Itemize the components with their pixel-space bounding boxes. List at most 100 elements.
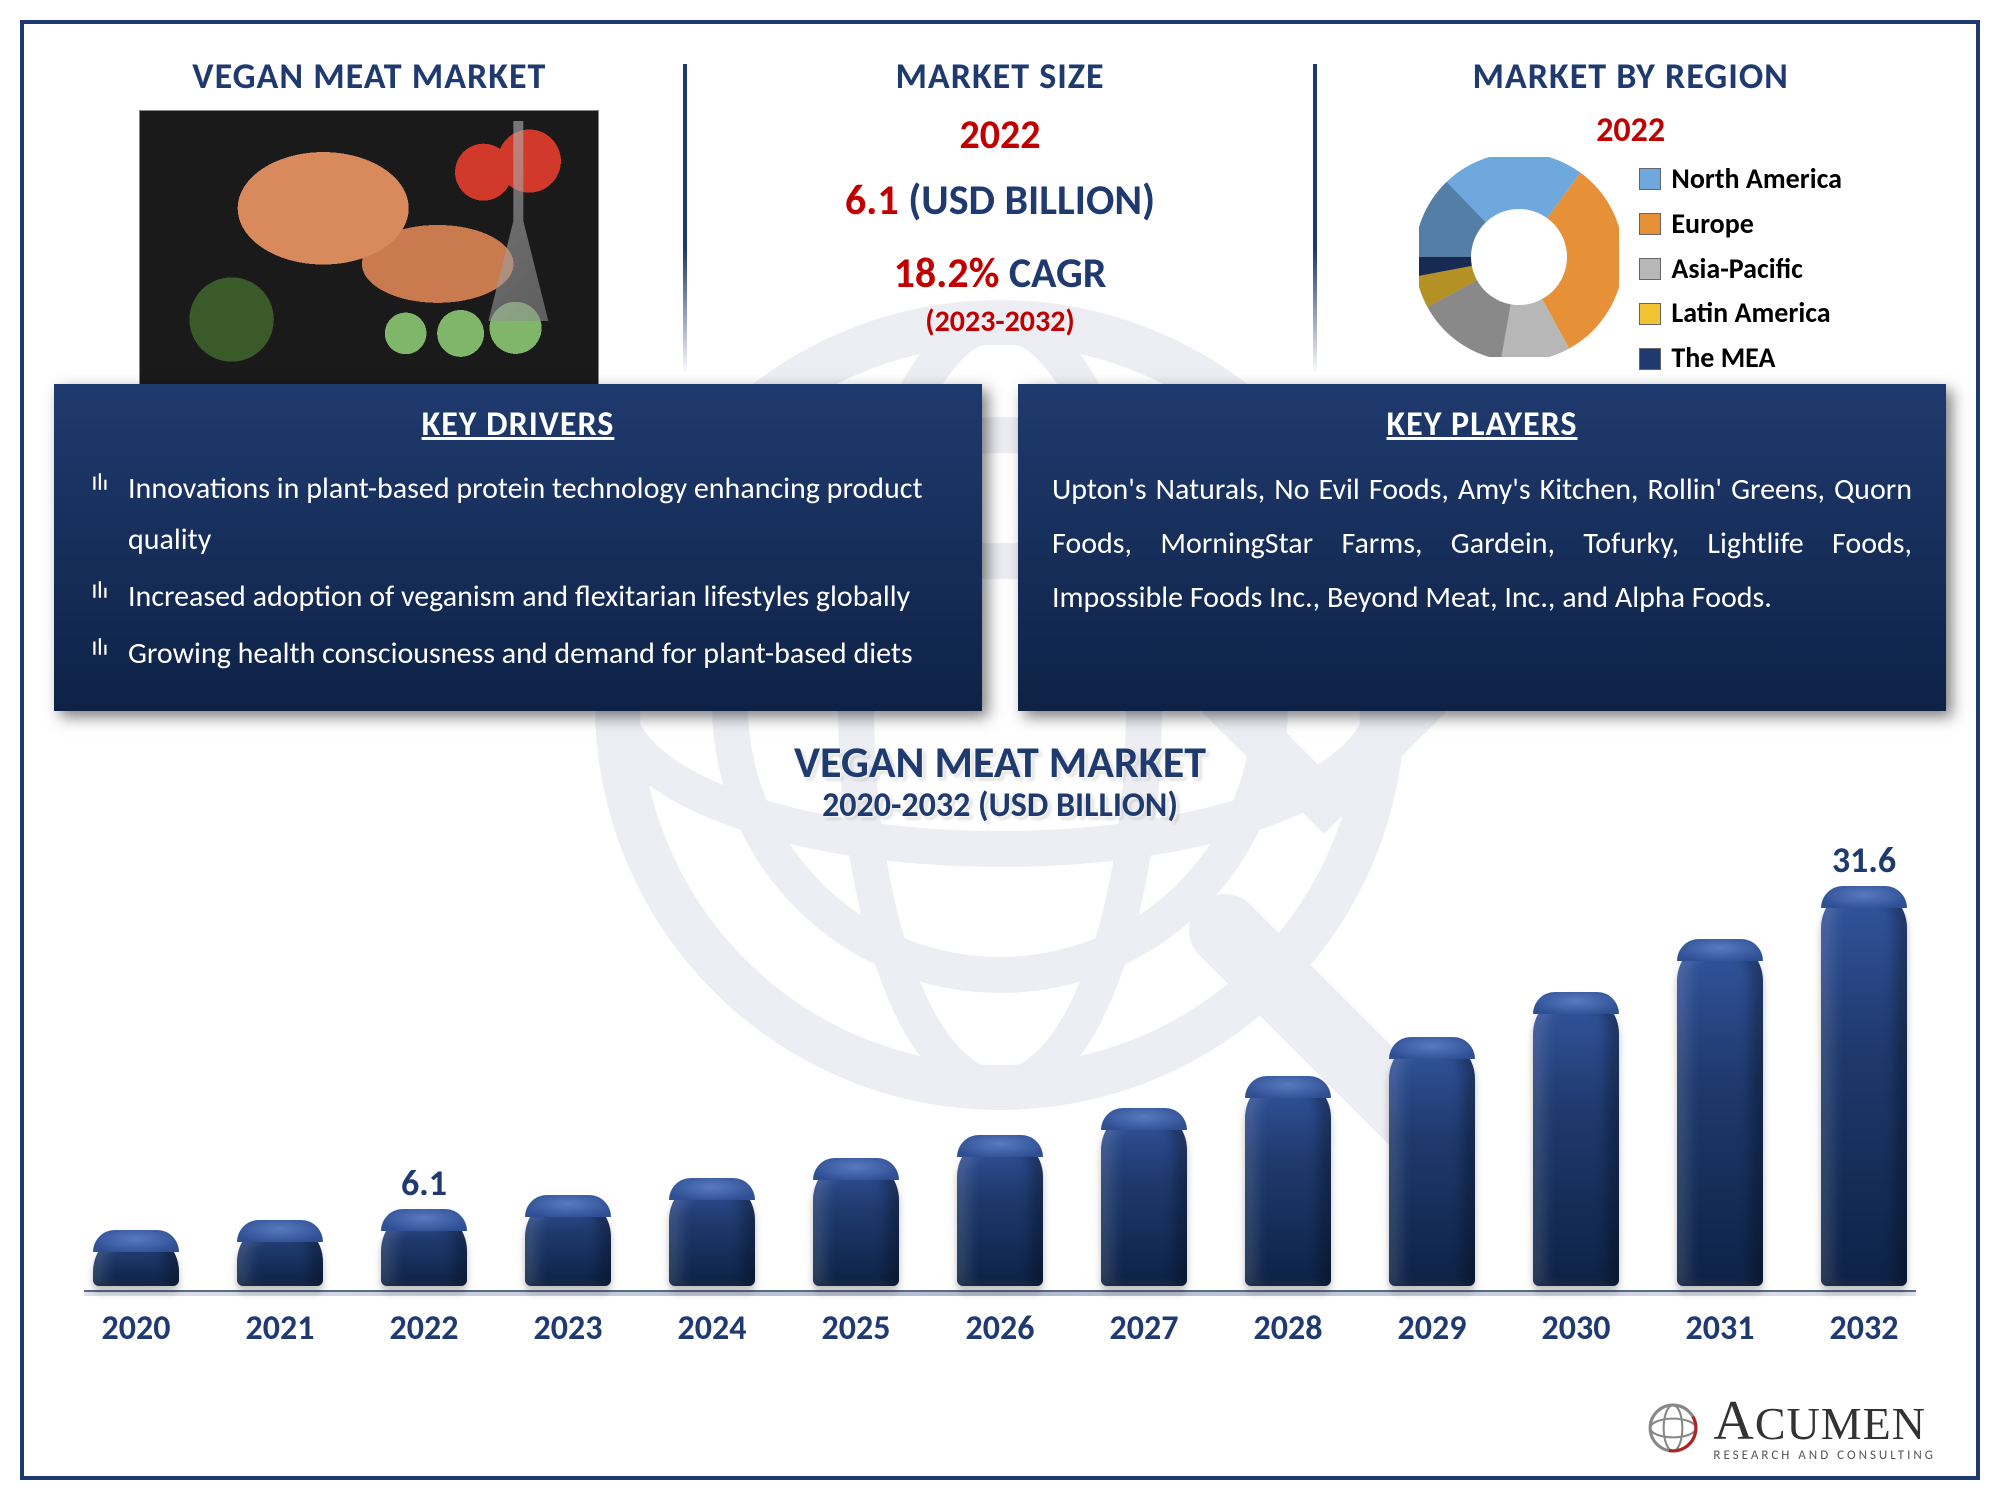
- bar: [1533, 992, 1619, 1286]
- brand-footer: ACUMEN RESEARCH AND CONSULTING: [1647, 1393, 1936, 1462]
- brand-tag: RESEARCH AND CONSULTING: [1713, 1449, 1936, 1462]
- bar: [1677, 939, 1763, 1286]
- region-title: MARKET BY REGION: [1335, 54, 1926, 98]
- driver-text: Innovations in plant-based protein techn…: [128, 463, 948, 565]
- legend-label: The MEA: [1671, 336, 1775, 381]
- x-tick-label: 2031: [1668, 1308, 1772, 1349]
- brand-name: ACUMEN: [1713, 1393, 1936, 1449]
- col-product: VEGAN MEAT MARKET: [54, 54, 685, 414]
- bar: [237, 1220, 323, 1286]
- legend-label: Latin America: [1671, 291, 1830, 336]
- bar-col: [1524, 944, 1628, 1286]
- driver-item: Growing health consciousness and demand …: [88, 628, 948, 679]
- bar-col: [84, 1182, 188, 1286]
- bar-value-label: 6.1: [401, 1161, 447, 1203]
- drivers-heading: KEY DRIVERS: [88, 404, 948, 445]
- legend-swatch: [1639, 258, 1661, 280]
- cagr-label: CAGR: [1009, 248, 1107, 299]
- drivers-list: Innovations in plant-based protein techn…: [88, 463, 948, 679]
- market-size-unit: (USD BILLION): [908, 175, 1155, 226]
- donut-hole: [1471, 209, 1567, 305]
- bar: [669, 1178, 755, 1286]
- players-heading: KEY PLAYERS: [1052, 404, 1912, 445]
- legend-label: Asia-Pacific: [1671, 247, 1802, 292]
- brand-text: ACUMEN RESEARCH AND CONSULTING: [1713, 1393, 1936, 1462]
- market-size-value: 6.1 (USD BILLION): [705, 175, 1296, 226]
- x-tick-label: 2024: [660, 1308, 764, 1349]
- x-axis-labels: 2020 2021 2022 2023 2024 2025 2026 2027 2028 2029…: [54, 1296, 1946, 1349]
- market-cagr: 18.2% CAGR: [705, 248, 1296, 299]
- bar: [1245, 1076, 1331, 1286]
- x-tick-label: 2020: [84, 1308, 188, 1349]
- x-tick-label: 2028: [1236, 1308, 1340, 1349]
- bullet-icon: [88, 628, 114, 679]
- bar-col: [1236, 1028, 1340, 1286]
- bar: [381, 1209, 467, 1286]
- players-text: Upton's Naturals, No Evil Foods, Amy's K…: [1052, 463, 1912, 625]
- market-size-year: 2022: [705, 110, 1296, 159]
- bar: [93, 1230, 179, 1286]
- bar: [1101, 1108, 1187, 1286]
- bar-col: [804, 1110, 908, 1286]
- infographic-frame: VEGAN MEAT MARKET MARKET SIZE 2022 6.1 (…: [20, 20, 1980, 1480]
- legend-swatch: [1639, 213, 1661, 235]
- cagr-num: 18.2%: [894, 248, 1000, 299]
- x-tick-label: 2025: [804, 1308, 908, 1349]
- key-players-box: KEY PLAYERS Upton's Naturals, No Evil Fo…: [1018, 384, 1946, 711]
- x-tick-label: 2021: [228, 1308, 332, 1349]
- x-tick-label: 2030: [1524, 1308, 1628, 1349]
- bar-col: [948, 1087, 1052, 1286]
- chart-subtitle: 2020-2032 (USD BILLION): [54, 785, 1946, 826]
- bar-chart-section: VEGAN MEAT MARKET 2020-2032 (USD BILLION…: [54, 735, 1946, 1349]
- bar: [525, 1195, 611, 1286]
- bar-col: 31.6: [1812, 838, 1916, 1286]
- legend-swatch: [1639, 348, 1661, 370]
- bullet-icon: [88, 571, 114, 622]
- top-header-row: VEGAN MEAT MARKET MARKET SIZE 2022 6.1 (…: [54, 54, 1946, 414]
- legend-row: Latin America: [1639, 291, 1842, 336]
- legend-row: The MEA: [1639, 336, 1842, 381]
- legend-swatch: [1639, 303, 1661, 325]
- legend-row: North America: [1639, 157, 1842, 202]
- product-image: [139, 110, 599, 390]
- x-tick-label: 2027: [1092, 1308, 1196, 1349]
- bars-area: 6.1 31.6: [54, 836, 1946, 1286]
- bar-col: [1380, 989, 1484, 1286]
- col-market-size: MARKET SIZE 2022 6.1 (USD BILLION) 18.2%…: [685, 54, 1316, 414]
- x-tick-label: 2029: [1380, 1308, 1484, 1349]
- bar: [813, 1158, 899, 1286]
- product-title: VEGAN MEAT MARKET: [74, 54, 665, 98]
- bar: [1821, 886, 1907, 1286]
- bar-col: [516, 1147, 620, 1286]
- legend-row: Europe: [1639, 202, 1842, 247]
- x-tick-label: 2022: [372, 1308, 476, 1349]
- driver-item: Innovations in plant-based protein techn…: [88, 463, 948, 565]
- region-year: 2022: [1335, 110, 1926, 151]
- bar: [1389, 1037, 1475, 1286]
- legend-label: North America: [1671, 157, 1842, 202]
- donut-chart: [1419, 157, 1619, 357]
- bar: [957, 1135, 1043, 1286]
- market-size-title: MARKET SIZE: [705, 54, 1296, 98]
- info-boxes-row: KEY DRIVERS Innovations in plant-based p…: [54, 384, 1946, 711]
- region-legend: North AmericaEuropeAsia-PacificLatin Ame…: [1639, 157, 1842, 381]
- bar-col: [1092, 1060, 1196, 1286]
- bar-col: [1668, 891, 1772, 1286]
- region-content: North AmericaEuropeAsia-PacificLatin Ame…: [1335, 157, 1926, 381]
- x-tick-label: 2026: [948, 1308, 1052, 1349]
- driver-text: Increased adoption of veganism and flexi…: [128, 571, 910, 622]
- bar-value-label: 31.6: [1832, 838, 1896, 880]
- brand-logo-icon: [1647, 1402, 1699, 1454]
- bar-col: [660, 1130, 764, 1286]
- cagr-period: (2023-2032): [705, 303, 1296, 340]
- chart-title: VEGAN MEAT MARKET: [54, 735, 1946, 789]
- key-drivers-box: KEY DRIVERS Innovations in plant-based p…: [54, 384, 982, 711]
- bullet-icon: [88, 463, 114, 565]
- driver-item: Increased adoption of veganism and flexi…: [88, 571, 948, 622]
- x-tick-label: 2023: [516, 1308, 620, 1349]
- legend-swatch: [1639, 168, 1661, 190]
- x-tick-label: 2032: [1812, 1308, 1916, 1349]
- bar-col: [228, 1172, 332, 1286]
- driver-text: Growing health consciousness and demand …: [128, 628, 913, 679]
- legend-label: Europe: [1671, 202, 1753, 247]
